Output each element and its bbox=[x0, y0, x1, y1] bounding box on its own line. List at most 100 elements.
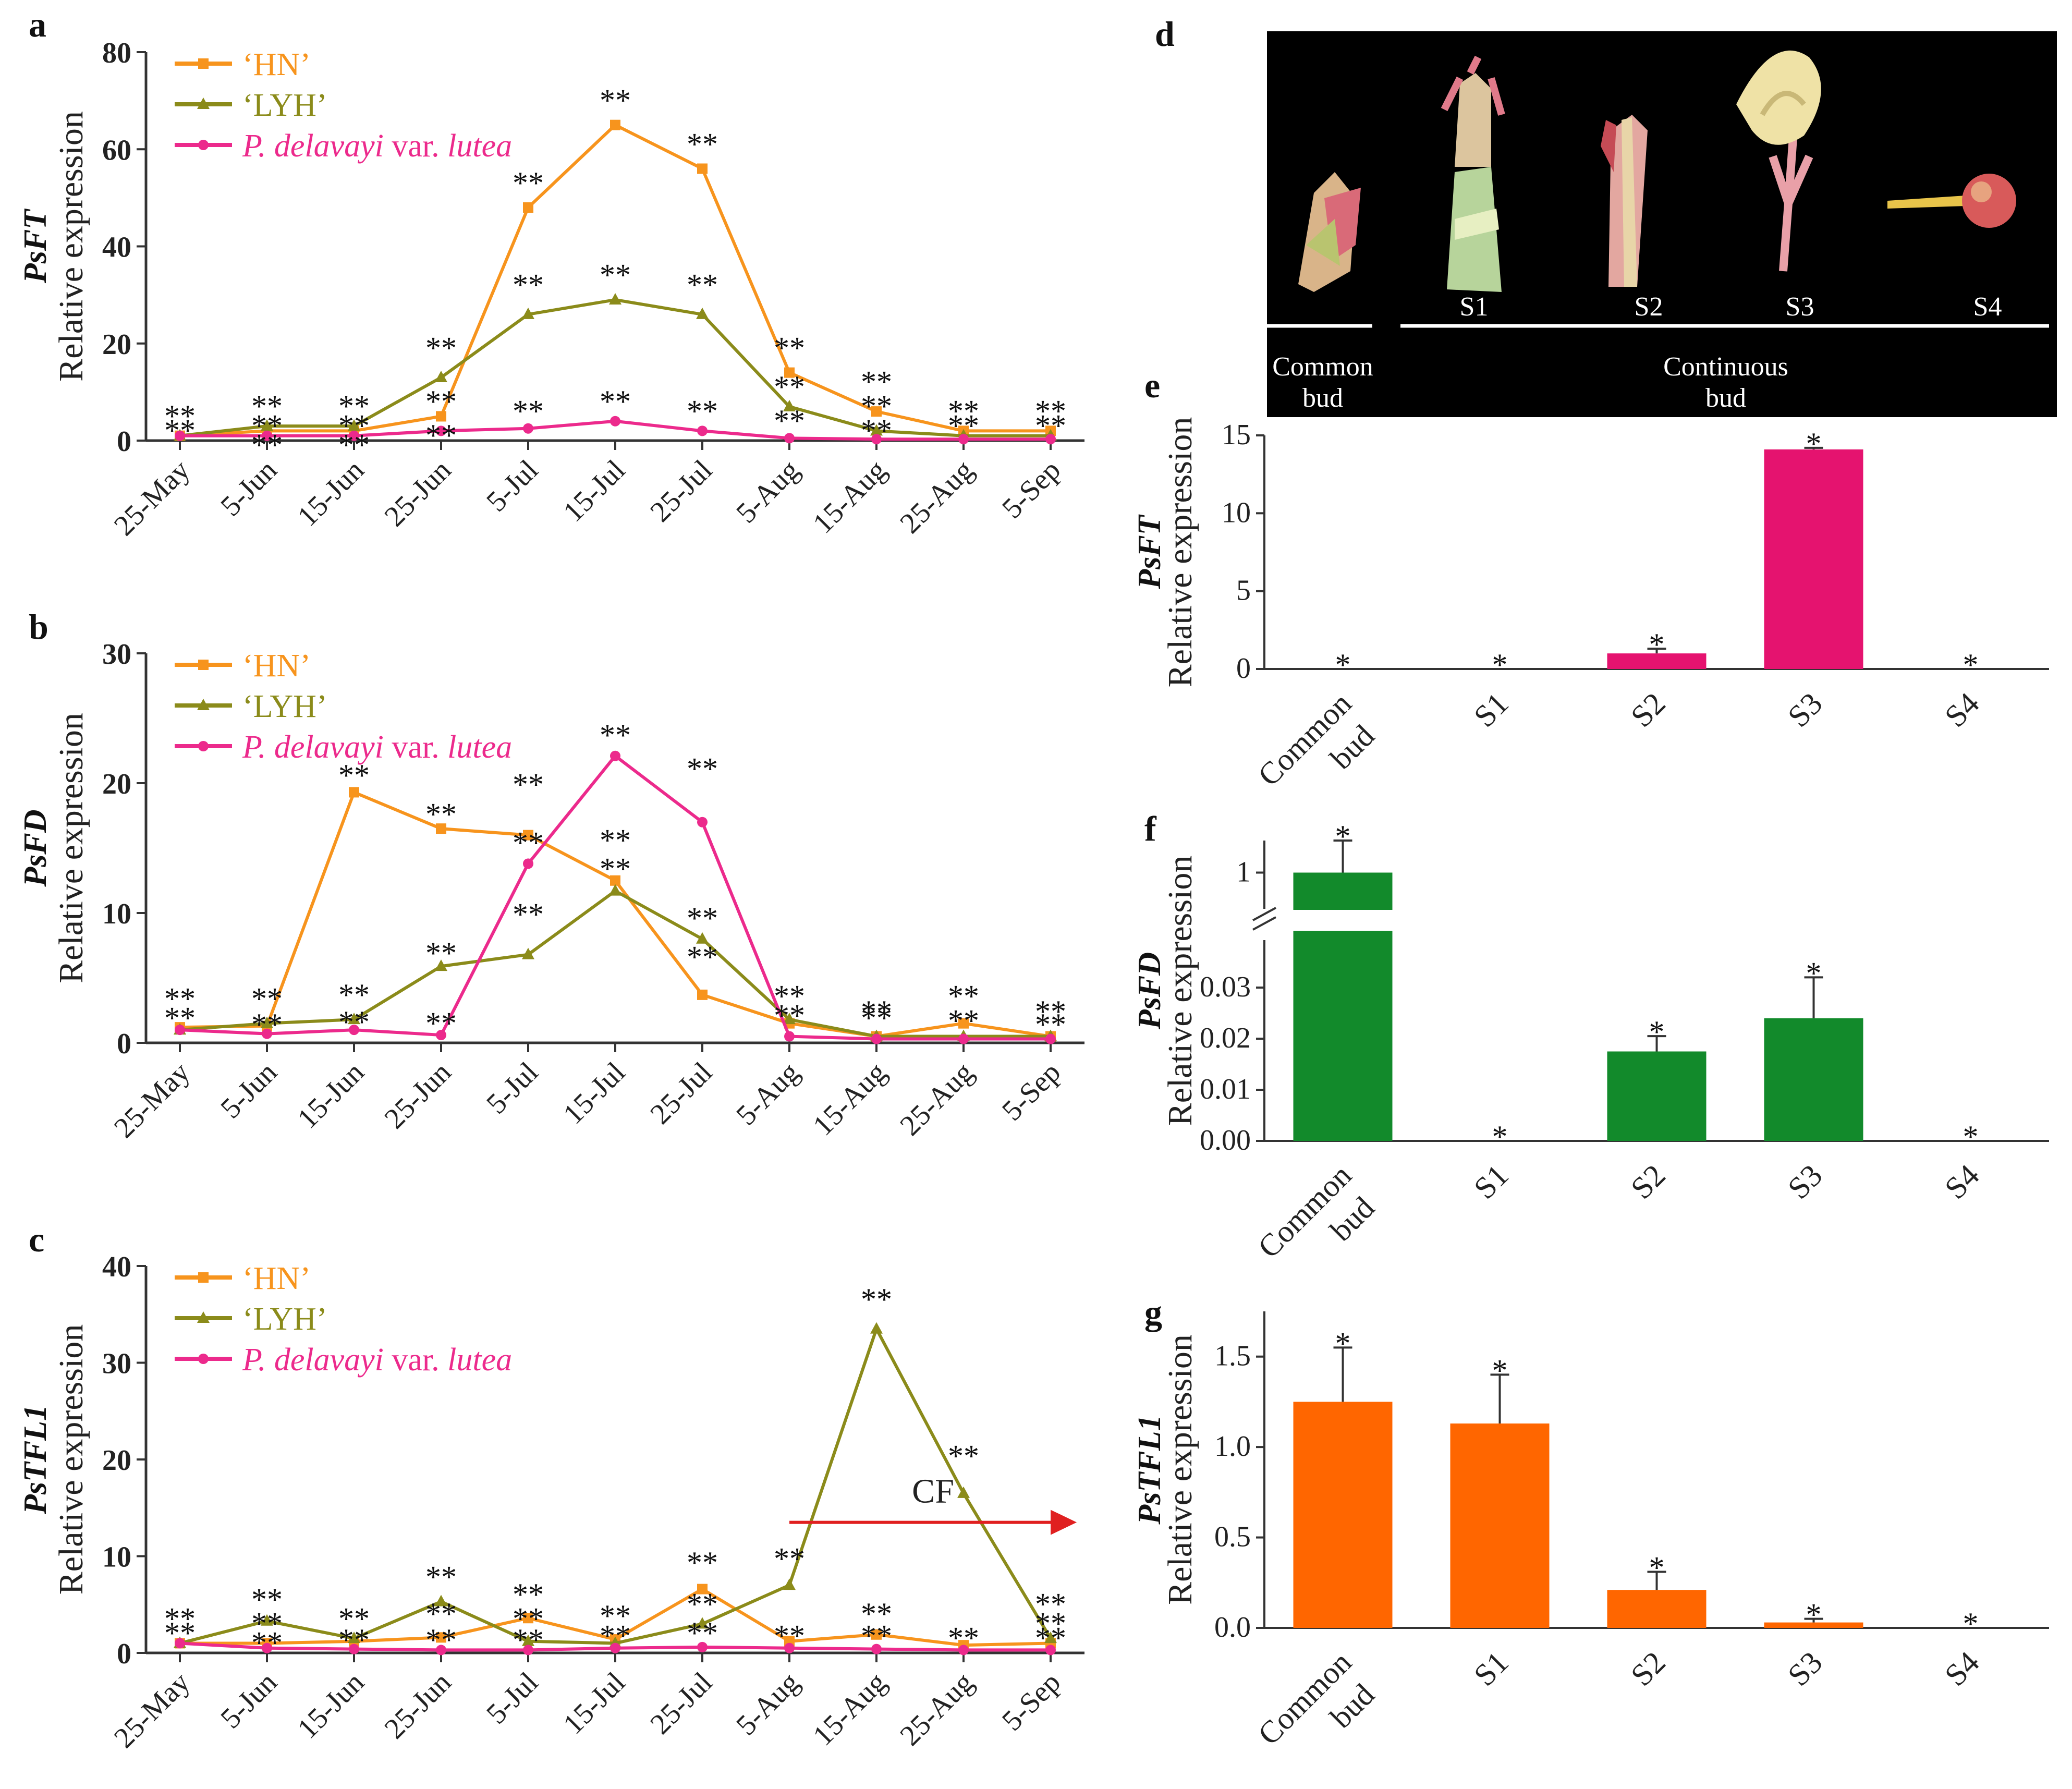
significance-marker: * bbox=[1492, 1353, 1508, 1388]
y-tick-label: 40 bbox=[102, 232, 131, 264]
significance-marker: ** bbox=[425, 1597, 457, 1631]
data-point bbox=[522, 1634, 534, 1646]
gene-label: PsTFL1 bbox=[1132, 1415, 1167, 1525]
significance-marker: ** bbox=[513, 166, 544, 200]
data-point bbox=[610, 119, 620, 130]
data-point bbox=[522, 307, 534, 319]
stage-label-s3: S3 bbox=[1786, 292, 1814, 322]
data-point bbox=[261, 419, 273, 431]
significance-marker: * bbox=[1649, 1015, 1665, 1049]
panel-label-c: c bbox=[29, 1220, 44, 1259]
significance-marker: ** bbox=[1035, 1607, 1066, 1641]
x-category-label: S2 bbox=[1624, 1158, 1672, 1206]
data-point bbox=[1045, 1033, 1056, 1044]
data-point bbox=[784, 433, 795, 444]
data-point bbox=[435, 1595, 447, 1607]
y-tick-label: 10 bbox=[1222, 496, 1251, 529]
x-tick-label: 25-May bbox=[108, 454, 196, 542]
y-tick-label: 1.0 bbox=[1214, 1430, 1251, 1463]
legend-entry-2: P. delavayi var. lutea bbox=[242, 128, 512, 164]
significance-marker: ** bbox=[1035, 994, 1066, 1029]
y-tick-label: 1.5 bbox=[1214, 1340, 1251, 1372]
significance-marker: ** bbox=[251, 408, 283, 443]
significance-marker: ** bbox=[687, 1616, 718, 1650]
significance-marker: ** bbox=[164, 413, 196, 448]
data-point bbox=[957, 1486, 970, 1498]
common-bud-label-line2: bud bbox=[1302, 383, 1343, 413]
significance-marker: ** bbox=[338, 428, 370, 463]
x-tick-label: 5-Aug bbox=[730, 1056, 806, 1131]
y-tick-label: 0.02 bbox=[1200, 1022, 1251, 1054]
significance-marker: ** bbox=[164, 399, 196, 433]
significance-marker: ** bbox=[774, 331, 805, 365]
significance-marker: * bbox=[1492, 648, 1508, 682]
s3-bud-photo bbox=[1736, 50, 1821, 272]
bar-break-gap bbox=[1291, 910, 1395, 931]
y-tick-label: 30 bbox=[102, 1348, 131, 1380]
significance-marker: ** bbox=[600, 83, 631, 117]
data-point bbox=[436, 1030, 446, 1041]
significance-marker: ** bbox=[338, 389, 370, 423]
legend-swatch-marker bbox=[197, 98, 210, 109]
gene-label: PsFD bbox=[1132, 952, 1167, 1030]
significance-marker: ** bbox=[251, 1582, 283, 1616]
significance-marker: ** bbox=[948, 1004, 979, 1038]
x-category-label: S3 bbox=[1781, 1158, 1829, 1206]
panel-label-e: e bbox=[1144, 366, 1160, 405]
significance-marker: ** bbox=[251, 389, 283, 423]
significance-marker: ** bbox=[861, 389, 892, 423]
significance-marker: * bbox=[1806, 427, 1822, 461]
x-tick-label: 5-Jun bbox=[214, 1666, 283, 1735]
significance-marker: ** bbox=[687, 901, 718, 935]
data-point bbox=[958, 1033, 969, 1044]
x-category-label: S3 bbox=[1781, 1645, 1829, 1693]
legend-swatch-marker bbox=[198, 140, 209, 150]
data-point bbox=[610, 875, 620, 886]
x-tick-label: 25-May bbox=[108, 1666, 196, 1754]
x-tick-label: 5-Jul bbox=[480, 454, 544, 518]
data-point bbox=[436, 823, 446, 834]
legend-text-part: lutea bbox=[447, 729, 512, 765]
data-point bbox=[697, 163, 708, 174]
axis-break-mark bbox=[1252, 916, 1276, 931]
data-point bbox=[523, 858, 533, 869]
significance-marker: ** bbox=[774, 1541, 805, 1576]
x-category-label: S4 bbox=[1938, 686, 1985, 734]
data-point bbox=[348, 1013, 360, 1025]
legend-text-part: P. delavayi bbox=[242, 1342, 384, 1378]
significance-marker: ** bbox=[948, 408, 979, 443]
data-point bbox=[696, 307, 709, 319]
significance-marker: * bbox=[1963, 1119, 1979, 1154]
data-point bbox=[262, 430, 272, 441]
legend-swatch-marker bbox=[198, 741, 209, 751]
x-tick-label: 15-Jun bbox=[291, 454, 371, 533]
data-point bbox=[349, 1025, 359, 1036]
legend-entry-0: ‘HN’ bbox=[242, 648, 311, 684]
bar-0 bbox=[1293, 1402, 1393, 1628]
x-tick-label: 5-Aug bbox=[730, 1666, 806, 1742]
x-tick-label: 25-Jun bbox=[379, 1666, 458, 1745]
significance-marker: ** bbox=[1035, 1587, 1066, 1622]
significance-marker: ** bbox=[600, 258, 631, 293]
significance-marker: ** bbox=[687, 394, 718, 428]
y-axis-title: Relative expression bbox=[1161, 1334, 1199, 1605]
data-point bbox=[958, 1645, 969, 1656]
significance-marker: ** bbox=[600, 823, 631, 858]
significance-marker: ** bbox=[513, 1577, 544, 1612]
data-point bbox=[870, 1322, 883, 1334]
data-point bbox=[697, 1584, 708, 1595]
s1-bud-photo bbox=[1441, 55, 1505, 292]
panel-label-d: d bbox=[1155, 14, 1175, 54]
data-point bbox=[175, 1638, 185, 1649]
y-tick-label: 0.5 bbox=[1214, 1521, 1251, 1553]
data-point bbox=[436, 411, 446, 422]
y-tick-label: 0 bbox=[117, 1638, 131, 1670]
x-category-label: S4 bbox=[1938, 1645, 1985, 1693]
data-point bbox=[175, 430, 185, 441]
x-tick-label: 25-May bbox=[108, 1056, 196, 1144]
significance-marker: * bbox=[1649, 1550, 1665, 1585]
x-tick-label: 25-Jul bbox=[644, 454, 718, 528]
y-axis-title: Relative expression bbox=[1161, 856, 1199, 1126]
legend-swatch-marker bbox=[198, 660, 209, 670]
